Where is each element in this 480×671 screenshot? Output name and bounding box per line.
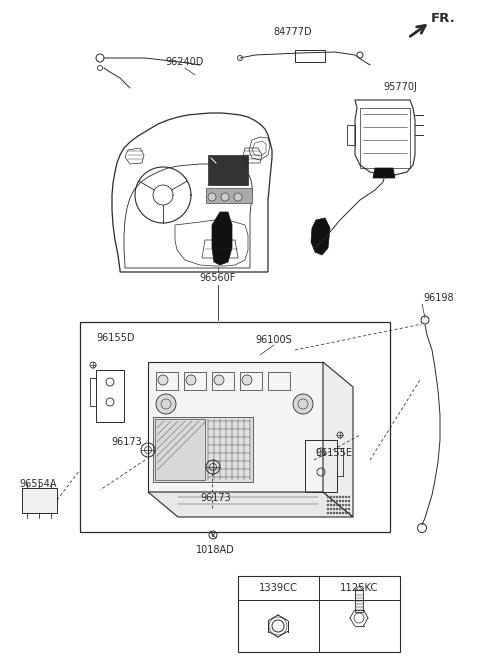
Bar xyxy=(268,372,290,390)
Text: 84777D: 84777D xyxy=(274,27,312,37)
Text: 1339CC: 1339CC xyxy=(259,583,298,593)
Circle shape xyxy=(348,504,350,506)
Circle shape xyxy=(336,500,338,502)
Circle shape xyxy=(333,504,335,506)
Circle shape xyxy=(348,508,350,510)
Circle shape xyxy=(345,504,347,506)
Circle shape xyxy=(336,504,338,506)
Text: 96155D: 96155D xyxy=(97,333,135,343)
Text: 96240D: 96240D xyxy=(166,57,204,67)
Bar xyxy=(184,372,206,390)
Circle shape xyxy=(345,496,347,498)
Circle shape xyxy=(333,496,335,498)
Circle shape xyxy=(333,500,335,502)
Circle shape xyxy=(339,512,341,514)
Circle shape xyxy=(336,512,338,514)
Circle shape xyxy=(339,496,341,498)
Bar xyxy=(240,372,262,390)
Circle shape xyxy=(339,508,341,510)
Circle shape xyxy=(293,394,313,414)
Circle shape xyxy=(221,193,229,201)
Polygon shape xyxy=(148,492,353,517)
Text: 96554A: 96554A xyxy=(19,479,57,489)
Text: 96173: 96173 xyxy=(201,493,231,503)
Bar xyxy=(360,108,410,168)
Polygon shape xyxy=(323,362,353,517)
Text: 96173: 96173 xyxy=(112,437,143,447)
Text: FR.: FR. xyxy=(430,11,455,25)
Circle shape xyxy=(327,500,329,502)
Text: 96198: 96198 xyxy=(423,293,454,303)
Circle shape xyxy=(345,512,347,514)
Circle shape xyxy=(342,508,344,510)
Bar xyxy=(156,372,178,390)
Polygon shape xyxy=(373,168,395,178)
Circle shape xyxy=(342,504,344,506)
Circle shape xyxy=(330,500,332,502)
Bar xyxy=(148,362,323,492)
Circle shape xyxy=(348,500,350,502)
Polygon shape xyxy=(212,212,232,265)
Bar xyxy=(208,155,248,185)
Circle shape xyxy=(330,504,332,506)
Polygon shape xyxy=(22,488,57,513)
Bar xyxy=(347,125,355,145)
Text: 95770J: 95770J xyxy=(383,82,417,92)
Bar xyxy=(206,188,252,203)
Circle shape xyxy=(330,508,332,510)
Bar xyxy=(155,419,205,480)
Bar xyxy=(355,590,363,612)
Circle shape xyxy=(342,496,344,498)
Circle shape xyxy=(336,496,338,498)
Circle shape xyxy=(333,512,335,514)
Bar xyxy=(153,417,253,482)
Bar xyxy=(212,372,234,390)
Circle shape xyxy=(156,394,176,414)
Circle shape xyxy=(345,508,347,510)
Circle shape xyxy=(339,504,341,506)
Circle shape xyxy=(339,500,341,502)
Circle shape xyxy=(327,512,329,514)
Circle shape xyxy=(234,193,242,201)
Circle shape xyxy=(342,512,344,514)
Circle shape xyxy=(214,375,224,385)
Circle shape xyxy=(327,508,329,510)
Text: 1018AD: 1018AD xyxy=(196,545,234,555)
Circle shape xyxy=(342,500,344,502)
Circle shape xyxy=(186,375,196,385)
Bar xyxy=(80,322,390,532)
Text: 1125KC: 1125KC xyxy=(340,583,378,593)
Text: 96155E: 96155E xyxy=(315,448,352,458)
Circle shape xyxy=(330,512,332,514)
Circle shape xyxy=(327,496,329,498)
Text: 96100S: 96100S xyxy=(256,335,292,345)
Bar xyxy=(295,50,325,62)
Circle shape xyxy=(208,193,216,201)
Circle shape xyxy=(345,500,347,502)
Circle shape xyxy=(330,496,332,498)
Circle shape xyxy=(242,375,252,385)
Bar xyxy=(238,576,400,652)
Circle shape xyxy=(348,496,350,498)
Text: 96560F: 96560F xyxy=(200,273,236,283)
Circle shape xyxy=(158,375,168,385)
Circle shape xyxy=(336,508,338,510)
Circle shape xyxy=(327,504,329,506)
Circle shape xyxy=(348,512,350,514)
Circle shape xyxy=(333,508,335,510)
Polygon shape xyxy=(311,218,330,255)
Polygon shape xyxy=(355,586,363,590)
